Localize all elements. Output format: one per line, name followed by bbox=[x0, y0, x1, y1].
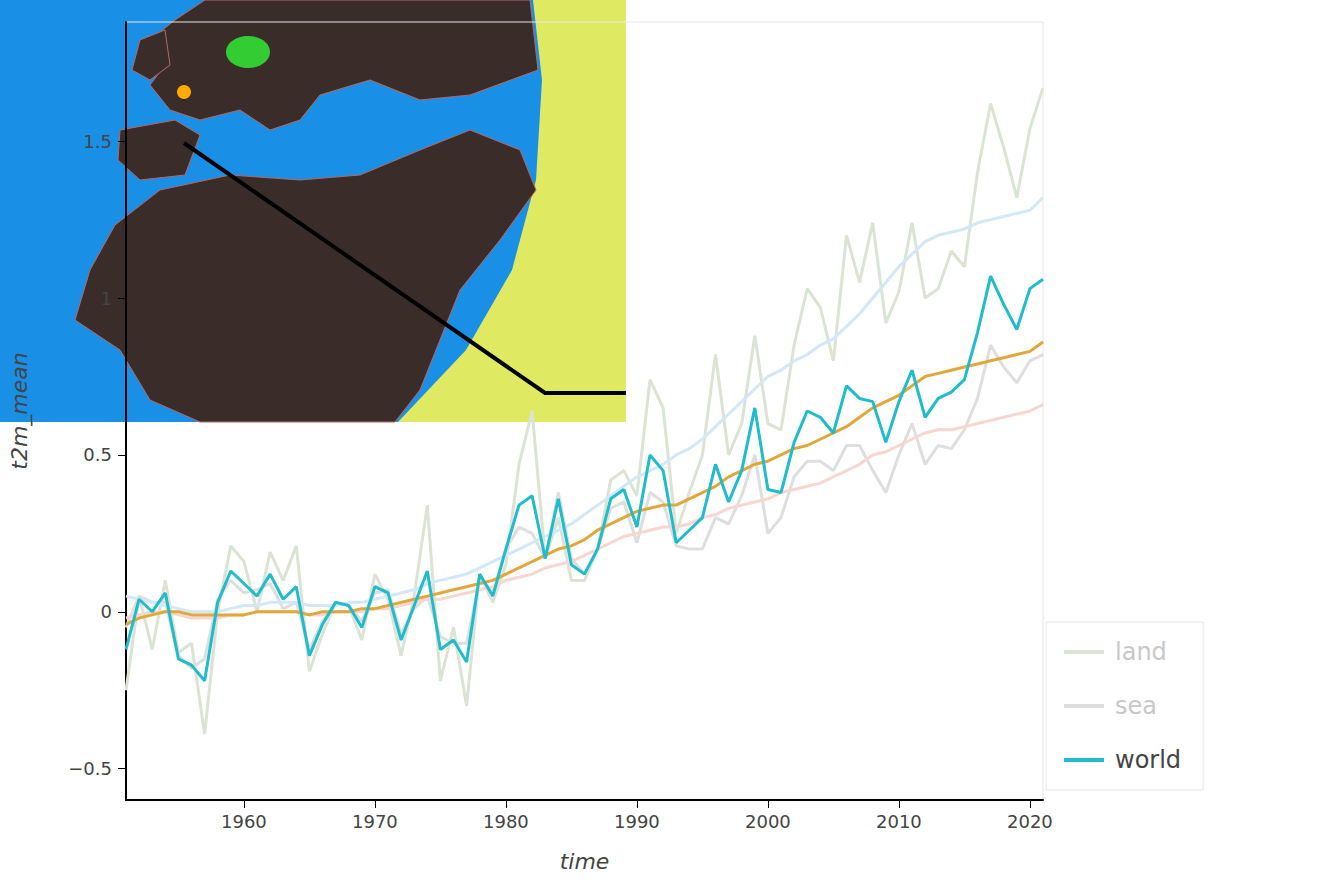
svg-text:time: time bbox=[560, 849, 610, 874]
svg-text:1960: 1960 bbox=[221, 811, 267, 832]
svg-text:−0.5: −0.5 bbox=[68, 758, 112, 779]
svg-text:1: 1 bbox=[101, 288, 112, 309]
svg-text:1.5: 1.5 bbox=[83, 131, 112, 152]
svg-text:2020: 2020 bbox=[1007, 811, 1053, 832]
svg-text:2000: 2000 bbox=[745, 811, 791, 832]
svg-text:1970: 1970 bbox=[352, 811, 398, 832]
svg-text:0.5: 0.5 bbox=[83, 444, 112, 465]
svg-text:world: world bbox=[1115, 746, 1181, 774]
svg-text:land: land bbox=[1115, 638, 1167, 666]
svg-text:sea: sea bbox=[1115, 692, 1157, 720]
svg-text:2010: 2010 bbox=[876, 811, 922, 832]
svg-text:0: 0 bbox=[101, 601, 112, 622]
svg-text:1980: 1980 bbox=[483, 811, 529, 832]
svg-text:t2m_mean: t2m_mean bbox=[7, 352, 33, 469]
svg-text:1990: 1990 bbox=[614, 811, 660, 832]
